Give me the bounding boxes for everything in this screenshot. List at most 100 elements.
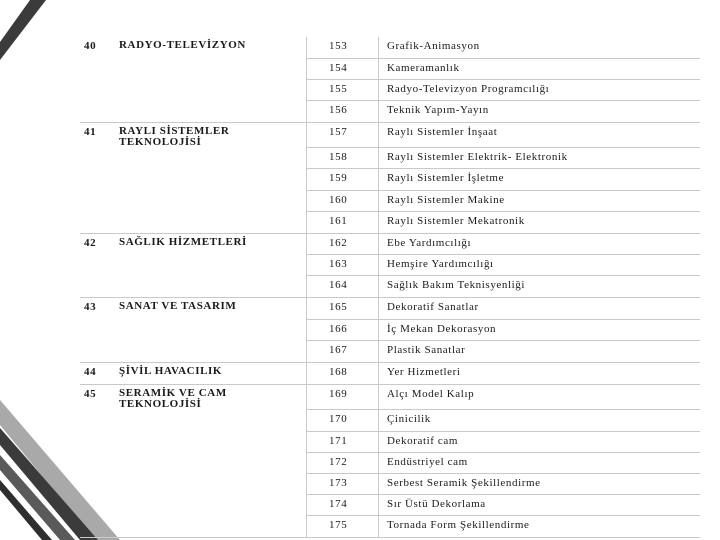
area-name-cell bbox=[115, 452, 307, 474]
area-number-cell bbox=[80, 58, 115, 79]
area-name-cell bbox=[115, 409, 307, 431]
area-name-cell: RADYO-TELEVİZYON bbox=[115, 37, 307, 59]
area-number-cell: 45 bbox=[84, 387, 97, 400]
table-row: 42 SAĞLIK HİZMETLERİ 162 Ebe Yardımcılığı bbox=[80, 233, 700, 256]
area-name-cell: ŞİVİL HAVACILIK bbox=[115, 362, 307, 385]
area-number-cell: 41 bbox=[84, 125, 97, 138]
program-code-cell: 164 bbox=[306, 275, 379, 299]
program-code-cell: 173 bbox=[306, 473, 379, 496]
area-number-cell bbox=[80, 452, 115, 473]
area-number-cell bbox=[80, 190, 115, 211]
program-name-cell: Dekoratif cam bbox=[378, 431, 700, 453]
table-row: 155 Radyo-Televizyon Programcılığı bbox=[80, 79, 700, 102]
program-code-cell: 165 bbox=[306, 297, 379, 320]
top-left-stripe bbox=[0, 0, 46, 60]
program-name-cell: Raylı Sistemler Elektrik- Elektronik bbox=[378, 147, 700, 170]
program-code-cell: 169 bbox=[306, 384, 379, 411]
program-name-cell: Plastik Sanatlar bbox=[378, 340, 700, 363]
table-row: 172 Endüstriyel cam bbox=[80, 452, 700, 474]
area-number-cell bbox=[80, 431, 115, 452]
table-row: 161 Raylı Sistemler Mekatronik bbox=[80, 211, 700, 234]
area-number-cell bbox=[80, 211, 115, 234]
program-code-cell: 162 bbox=[306, 233, 379, 256]
area-number-cell bbox=[80, 340, 115, 363]
table-row: 170 Çinicilik bbox=[80, 409, 700, 432]
area-name-cell bbox=[115, 431, 307, 453]
table-row: 163 Hemşire Yardımcılığı bbox=[80, 254, 700, 277]
table-row: 154 Kameramanlık bbox=[80, 58, 700, 80]
area-name-cell: SAĞLIK HİZMETLERİ bbox=[115, 233, 307, 255]
table-row: 45 SERAMİK VE CAM TEKNOLOJİSİ 169 Alçı Mode… bbox=[80, 384, 700, 411]
table-row: 159 Raylı Sistemler İşletme bbox=[80, 168, 700, 191]
area-name-cell: RAYLI SİSTEMLER TEKNOLOJİSİ bbox=[115, 122, 307, 148]
program-code-cell: 168 bbox=[306, 362, 379, 385]
table-row: 167 Plastik Sanatlar bbox=[80, 340, 700, 363]
program-name-cell: Raylı Sistemler Makine bbox=[378, 190, 700, 212]
bottom-left-corner bbox=[0, 480, 52, 540]
area-number-cell bbox=[80, 473, 115, 494]
area-name-cell bbox=[115, 147, 307, 169]
table-row: 164 Sağlık Bakım Teknisyenliği bbox=[80, 275, 700, 299]
table-row: 40 RADYO-TELEVİZYON 153 Grafik-Animasyon bbox=[80, 37, 700, 59]
program-code-cell: 157 bbox=[306, 122, 379, 149]
table-row: 44 ŞİVİL HAVACILIK 168 Yer Hizmetleri bbox=[80, 362, 700, 385]
program-name-cell: Raylı Sistemler Mekatronik bbox=[378, 211, 700, 234]
program-table: 40 RADYO-TELEVİZYON 153 Grafik-Animasyon 154… bbox=[80, 37, 700, 538]
program-code-cell: 158 bbox=[306, 147, 379, 170]
table-row: 171 Dekoratif cam bbox=[80, 431, 700, 453]
area-name-cell bbox=[115, 340, 307, 363]
table-row: 160 Raylı Sistemler Makine bbox=[80, 190, 700, 212]
area-name-cell bbox=[115, 473, 307, 495]
table-row: 41 RAYLI SİSTEMLER TEKNOLOJİSİ 157 Raylı Si… bbox=[80, 122, 700, 149]
program-code-cell: 153 bbox=[306, 37, 379, 59]
area-name-cell: SERAMİK VE CAM TEKNOLOJİSİ bbox=[115, 384, 307, 410]
bottom-left-stripe-light bbox=[0, 400, 120, 540]
program-table-container: 40 RADYO-TELEVİZYON 153 Grafik-Animasyon 154… bbox=[80, 37, 700, 538]
program-name-cell: Çinicilik bbox=[378, 409, 700, 432]
program-code-cell: 166 bbox=[306, 319, 379, 341]
area-number-cell bbox=[80, 515, 115, 538]
area-name-cell bbox=[115, 254, 307, 276]
area-number-cell bbox=[80, 495, 115, 516]
area-number-cell: 40 bbox=[84, 40, 97, 52]
program-name-cell: Sır Üstü Dekorlama bbox=[378, 494, 700, 517]
program-name-cell: Kameramanlık bbox=[378, 58, 700, 80]
program-code-cell: 155 bbox=[306, 79, 379, 102]
program-name-cell: Teknik Yapım-Yayın bbox=[378, 100, 700, 123]
area-name-cell bbox=[115, 211, 307, 234]
program-name-cell: Ebe Yardımcılığı bbox=[378, 233, 700, 256]
program-code-cell: 167 bbox=[306, 340, 379, 363]
program-code-cell: 170 bbox=[306, 409, 379, 432]
area-number-cell bbox=[80, 148, 115, 169]
program-name-cell: Serbest Seramik Şekillendirme bbox=[378, 473, 700, 496]
area-number-cell bbox=[80, 275, 115, 299]
program-code-cell: 172 bbox=[306, 452, 379, 474]
program-code-cell: 163 bbox=[306, 254, 379, 277]
area-name-cell bbox=[115, 168, 307, 191]
program-code-cell: 174 bbox=[306, 494, 379, 517]
program-code-cell: 154 bbox=[306, 58, 379, 80]
area-number-cell bbox=[80, 410, 115, 431]
table-row: 43 SANAT VE TASARIM 165 Dekoratif Sanatlar bbox=[80, 297, 700, 320]
bottom-left-stripe-mid bbox=[0, 455, 75, 540]
area-number-cell bbox=[80, 100, 115, 123]
program-name-cell: Radyo-Televizyon Programcılığı bbox=[378, 79, 700, 102]
program-name-cell: Hemşire Yardımcılığı bbox=[378, 254, 700, 277]
area-number-cell: 43 bbox=[84, 301, 97, 314]
program-name-cell: Sağlık Bakım Teknisyenliği bbox=[378, 275, 700, 299]
program-code-cell: 171 bbox=[306, 431, 379, 453]
program-name-cell: Yer Hizmetleri bbox=[378, 362, 700, 385]
table-row: 158 Raylı Sistemler Elektrik- Elektronik bbox=[80, 147, 700, 170]
program-code-cell: 160 bbox=[306, 190, 379, 212]
area-name-cell bbox=[115, 58, 307, 80]
program-code-cell: 161 bbox=[306, 211, 379, 234]
program-name-cell: Raylı Sistemler İşletme bbox=[378, 168, 700, 191]
area-name-cell bbox=[115, 319, 307, 341]
program-name-cell: İç Mekan Dekorasyon bbox=[378, 319, 700, 341]
area-number-cell: 44 bbox=[80, 362, 115, 385]
area-name-cell bbox=[115, 494, 307, 516]
area-number-cell: 42 bbox=[84, 236, 97, 249]
area-name-cell bbox=[115, 275, 307, 299]
